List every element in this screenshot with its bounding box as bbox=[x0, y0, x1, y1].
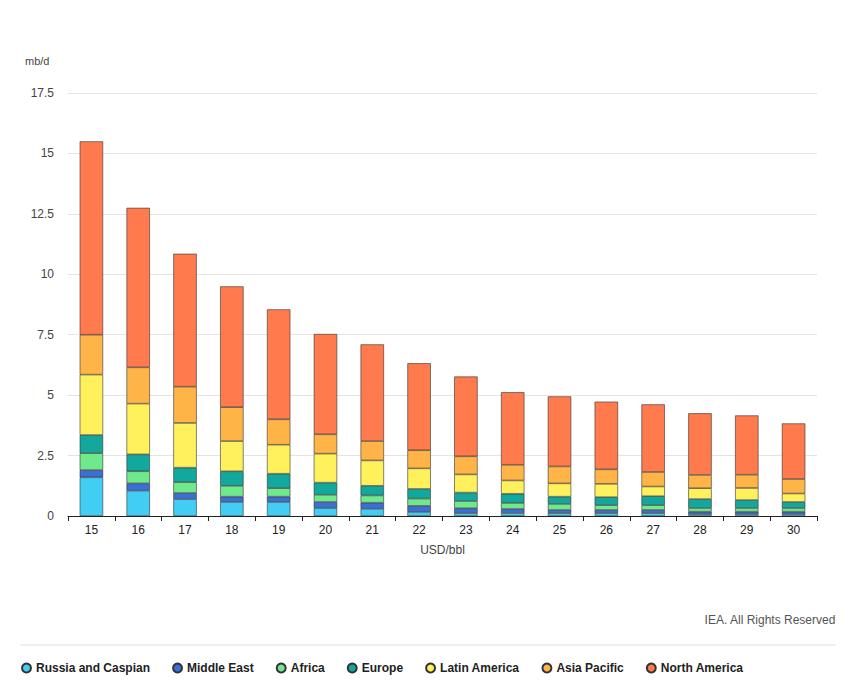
svg-text:23: 23 bbox=[459, 523, 473, 537]
svg-text:25: 25 bbox=[553, 523, 567, 537]
svg-text:18: 18 bbox=[225, 523, 239, 537]
svg-text:24: 24 bbox=[506, 523, 520, 537]
svg-text:Africa: Africa bbox=[291, 661, 325, 675]
svg-text:17: 17 bbox=[178, 523, 192, 537]
svg-text:Middle East: Middle East bbox=[187, 661, 254, 675]
svg-text:7.5: 7.5 bbox=[37, 328, 54, 342]
svg-text:30: 30 bbox=[787, 523, 801, 537]
svg-text:Russia and Caspian: Russia and Caspian bbox=[36, 661, 150, 675]
svg-text:mb/d: mb/d bbox=[25, 55, 49, 67]
svg-text:21: 21 bbox=[366, 523, 380, 537]
svg-text:North America: North America bbox=[661, 661, 744, 675]
svg-text:Latin America: Latin America bbox=[440, 661, 519, 675]
svg-text:USD/bbl: USD/bbl bbox=[420, 543, 465, 557]
svg-text:Europe: Europe bbox=[362, 661, 404, 675]
svg-text:2.5: 2.5 bbox=[37, 449, 54, 463]
svg-text:16: 16 bbox=[132, 523, 146, 537]
svg-text:19: 19 bbox=[272, 523, 286, 537]
svg-text:26: 26 bbox=[600, 523, 614, 537]
svg-text:29: 29 bbox=[740, 523, 754, 537]
svg-text:17.5: 17.5 bbox=[31, 86, 55, 100]
svg-text:27: 27 bbox=[646, 523, 660, 537]
svg-text:10: 10 bbox=[41, 267, 55, 281]
svg-text:20: 20 bbox=[319, 523, 333, 537]
svg-text:Asia Pacific: Asia Pacific bbox=[556, 661, 624, 675]
svg-text:0: 0 bbox=[47, 509, 54, 523]
svg-text:12.5: 12.5 bbox=[31, 207, 55, 221]
svg-text:5: 5 bbox=[47, 388, 54, 402]
svg-text:22: 22 bbox=[412, 523, 426, 537]
svg-text:28: 28 bbox=[693, 523, 707, 537]
svg-text:IEA. All Rights Reserved: IEA. All Rights Reserved bbox=[705, 613, 836, 627]
svg-text:15: 15 bbox=[41, 146, 55, 160]
svg-text:15: 15 bbox=[85, 523, 99, 537]
